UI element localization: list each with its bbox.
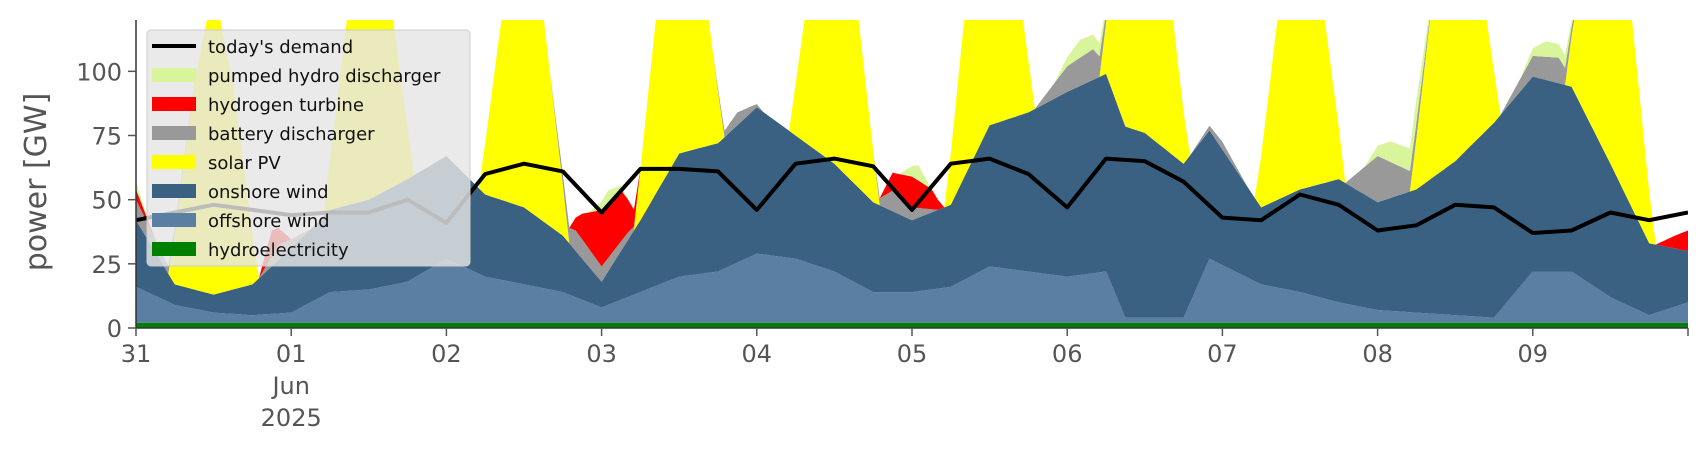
legend-item-offshore-wind: offshore wind	[152, 211, 330, 232]
y-tick-label: 100	[76, 58, 122, 86]
legend-label: battery discharger	[208, 124, 375, 145]
x-tick-label: 05	[897, 340, 928, 368]
legend-label: pumped hydro discharger	[208, 66, 441, 87]
area-hydroelectricity	[136, 322, 1688, 328]
legend-swatch	[152, 213, 196, 227]
y-tick-label: 50	[91, 187, 122, 215]
area-offshore-wind	[136, 253, 1688, 323]
x-tick-label: 01	[276, 340, 307, 368]
legend-item-today-s-demand: today's demand	[152, 37, 353, 58]
legend-label: onshore wind	[208, 182, 329, 203]
legend-item-pumped-hydro-discharger: pumped hydro discharger	[152, 66, 441, 87]
axes: 0 25 50 75 100 31 01 Jun 2025 02 03 04 05 06 07 08 09	[76, 20, 1689, 432]
legend-swatch	[152, 155, 196, 169]
area-onshore-wind	[136, 73, 1688, 318]
legend-item-battery-discharger: battery discharger	[152, 124, 375, 145]
y-axis-label: power [GW]	[19, 93, 54, 272]
y-tick-label: 25	[91, 251, 122, 279]
y-tick-label: 75	[91, 123, 122, 151]
x-tick-label: 08	[1362, 340, 1393, 368]
legend-box	[146, 29, 471, 267]
x-tick-sublabel: Jun	[270, 372, 310, 400]
legend-label: hydroelectricity	[208, 240, 349, 261]
legend-item-onshore-wind: onshore wind	[152, 182, 329, 203]
stacked-areas	[136, 20, 1688, 328]
x-tick-label: 03	[586, 340, 617, 368]
area-pumped-hydro-discharger	[136, 20, 1688, 279]
legend-swatch	[152, 242, 196, 256]
legend-swatch	[152, 97, 196, 111]
x-tick-label: 09	[1518, 340, 1549, 368]
legend-label: solar PV	[208, 153, 281, 174]
x-tick-label: 06	[1052, 340, 1083, 368]
x-tick-label: 04	[742, 340, 773, 368]
legend-swatch	[152, 68, 196, 82]
legend-swatch	[152, 126, 196, 140]
x-tick-label: 07	[1207, 340, 1238, 368]
x-tick-label: 02	[431, 340, 462, 368]
x-tick-label: 31	[121, 340, 152, 368]
legend-item-hydroelectricity: hydroelectricity	[152, 240, 349, 261]
area-solar-pv	[136, 20, 1688, 295]
legend-label: offshore wind	[208, 211, 330, 232]
legend: today's demand pumped hydro discharger hyd…	[146, 29, 471, 267]
x-tick-sublabel: 2025	[261, 404, 322, 432]
legend-swatch	[152, 184, 196, 198]
legend-label: today's demand	[208, 37, 353, 58]
legend-item-solar-pv: solar PV	[152, 153, 281, 174]
y-tick-label: 0	[107, 315, 122, 343]
legend-label: hydrogen turbine	[208, 95, 364, 116]
legend-item-hydrogen-turbine: hydrogen turbine	[152, 95, 364, 116]
